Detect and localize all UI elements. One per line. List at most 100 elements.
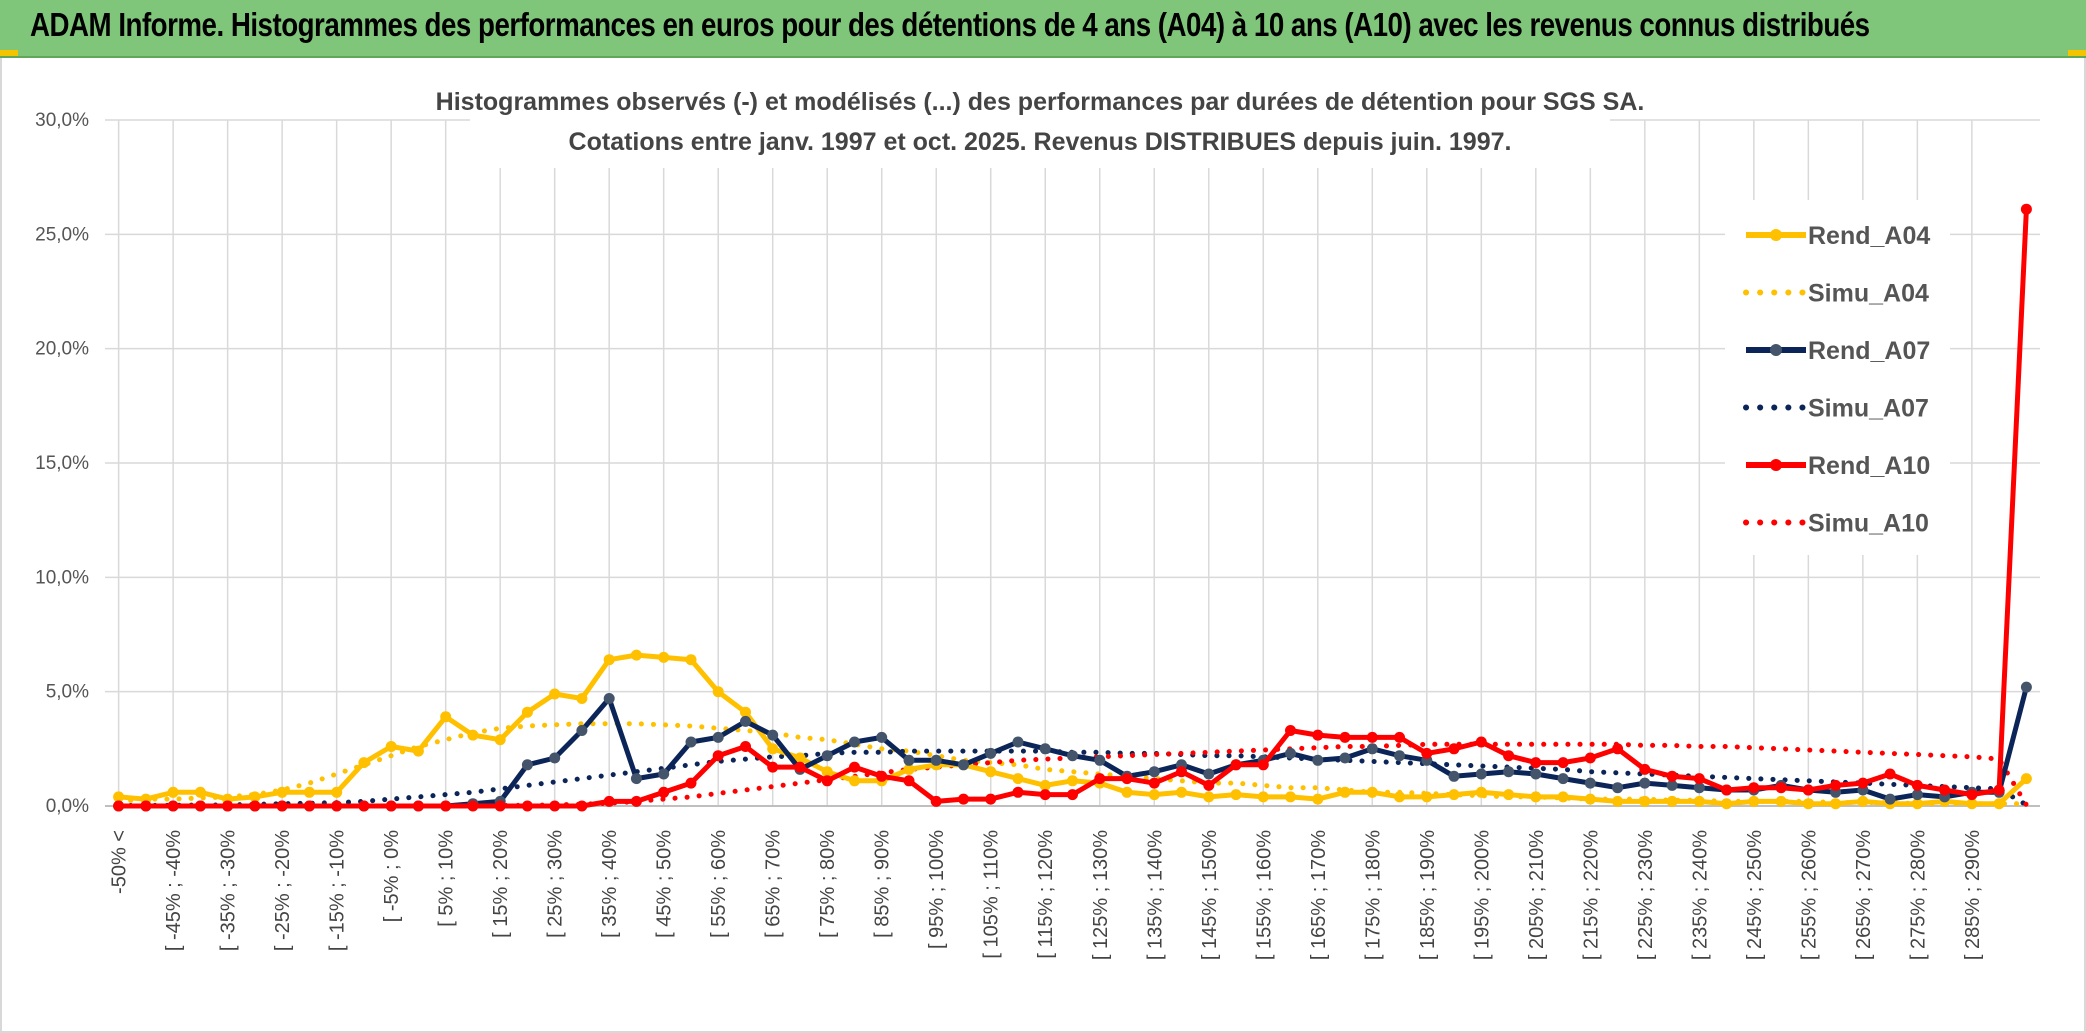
data-point-rend-a07 — [1094, 754, 1106, 766]
data-point-rend-a10 — [821, 775, 833, 787]
corner-accent-left — [0, 50, 18, 56]
legend-label-simu-a07: Simu_A07 — [1808, 395, 1929, 423]
x-tick-label: [ 35% ; 40% — [599, 830, 621, 938]
x-tick-label: [ 285% ; 290% — [1962, 830, 1984, 960]
data-point-rend-a07 — [1148, 766, 1160, 778]
data-point-rend-a07 — [1067, 750, 1078, 762]
data-point-rend-a04 — [1911, 798, 1923, 810]
data-point-rend-a10 — [1830, 779, 1842, 791]
data-point-rend-a10 — [1748, 782, 1760, 794]
grid — [105, 119, 2040, 807]
data-point-rend-a10 — [1802, 784, 1814, 796]
x-tick-label: [ 105% ; 110% — [981, 830, 1003, 959]
data-point-rend-a10 — [1067, 789, 1078, 801]
x-tick-label: -50% < — [109, 830, 131, 894]
x-tick-label: [ 25% ; 30% — [545, 830, 567, 938]
data-point-rend-a04 — [712, 686, 724, 698]
data-point-rend-a07 — [1285, 747, 1296, 759]
x-tick-label: [ 125% ; 130% — [1090, 830, 1112, 960]
y-tick-label: 25,0% — [35, 224, 89, 245]
data-point-rend-a07 — [1639, 777, 1651, 789]
data-point-rend-a10 — [1285, 725, 1296, 736]
data-point-rend-a04 — [576, 693, 588, 704]
data-point-rend-a07 — [876, 731, 888, 743]
data-point-rend-a10 — [1475, 736, 1487, 748]
data-point-rend-a07 — [985, 747, 997, 759]
data-point-rend-a07 — [930, 754, 942, 766]
data-point-rend-a07 — [1394, 750, 1405, 762]
data-point-rend-a04 — [1067, 775, 1078, 787]
data-point-rend-a04 — [903, 763, 915, 775]
data-point-rend-a10 — [1939, 784, 1951, 796]
legend: Rend_A04 Simu_A04 Rend_A07 Simu_A07 Rend_A10… — [1725, 200, 1950, 555]
data-point-rend-a10 — [1911, 779, 1923, 791]
data-point-rend-a04 — [1966, 798, 1978, 810]
series-line-simu-a04 — [116, 721, 2029, 807]
data-point-rend-a10 — [930, 795, 942, 807]
data-point-rend-a04 — [1121, 786, 1133, 798]
data-point-rend-a04 — [1475, 786, 1487, 798]
data-point-rend-a04 — [412, 745, 424, 757]
data-point-rend-a10 — [1666, 770, 1678, 782]
data-point-rend-a10 — [1584, 752, 1596, 764]
x-tick-label: [ 85% ; 90% — [872, 830, 894, 938]
data-point-rend-a10 — [385, 800, 397, 812]
data-point-rend-a07 — [576, 725, 588, 736]
data-point-rend-a07 — [1666, 779, 1678, 791]
data-point-rend-a04 — [1503, 789, 1515, 801]
data-point-rend-a10 — [1039, 789, 1051, 801]
data-point-rend-a10 — [1557, 757, 1569, 769]
legend-label-rend-a10: Rend_A10 — [1808, 452, 1930, 480]
data-point-rend-a04 — [1802, 798, 1814, 810]
x-tick-label: [ 265% ; 270% — [1853, 830, 1875, 960]
data-point-rend-a04 — [767, 743, 779, 755]
data-point-rend-a07 — [1475, 768, 1487, 780]
x-tick-label: [ 205% ; 210% — [1526, 830, 1548, 960]
data-point-rend-a10 — [113, 800, 125, 812]
legend-item-rend-a04: Rend_A04 — [1746, 222, 1930, 250]
x-tick-label: [ 165% ; 170% — [1308, 830, 1330, 960]
data-point-rend-a07 — [1557, 773, 1569, 785]
data-point-rend-a04 — [276, 786, 288, 798]
data-point-rend-a10 — [1503, 750, 1515, 762]
data-point-rend-a07 — [821, 750, 833, 762]
data-point-rend-a10 — [712, 750, 724, 762]
data-point-rend-a04 — [849, 775, 860, 787]
legend-item-simu-a04: Simu_A04 — [1743, 280, 1929, 308]
x-tick-label: [ 95% ; 100% — [926, 830, 948, 949]
x-tick-label: [ -35% ; -30% — [218, 830, 240, 951]
data-point-rend-a04 — [1176, 786, 1187, 798]
data-point-rend-a07 — [1584, 777, 1596, 789]
data-point-rend-a07 — [740, 715, 751, 727]
data-point-rend-a10 — [1993, 784, 2005, 796]
legend-item-simu-a10: Simu_A10 — [1743, 510, 1929, 538]
banner: ADAM Informe. Histogrammes des performan… — [0, 0, 2086, 58]
data-point-rend-a04 — [1230, 789, 1242, 801]
data-point-rend-a10 — [1884, 768, 1896, 780]
x-tick-label: [ -5% ; 0% — [381, 830, 403, 922]
data-point-rend-a07 — [1366, 743, 1378, 755]
data-point-rend-a10 — [1312, 729, 1324, 741]
data-point-rend-a04 — [1830, 798, 1842, 810]
x-tick-label: [ 115% ; 120% — [1035, 830, 1057, 959]
data-point-rend-a10 — [2020, 203, 2032, 215]
data-point-rend-a04 — [1584, 793, 1596, 805]
data-point-rend-a04 — [1394, 791, 1405, 803]
data-point-rend-a10 — [1530, 757, 1542, 769]
data-point-rend-a10 — [249, 800, 261, 812]
data-point-rend-a07 — [685, 736, 697, 748]
data-point-rend-a04 — [1285, 791, 1296, 803]
corner-accent-right — [2068, 50, 2086, 56]
data-point-rend-a10 — [958, 793, 969, 805]
series — [113, 203, 2032, 812]
data-point-rend-a04 — [685, 654, 697, 666]
data-point-rend-a04 — [1448, 789, 1460, 801]
legend-item-rend-a10: Rend_A10 — [1746, 452, 1930, 480]
data-point-rend-a07 — [2020, 681, 2032, 693]
data-point-rend-a04 — [1366, 786, 1378, 798]
data-point-rend-a10 — [1176, 766, 1187, 778]
data-point-rend-a04 — [467, 729, 479, 741]
legend-label-simu-a04: Simu_A04 — [1808, 280, 1929, 308]
data-point-rend-a07 — [630, 773, 642, 785]
data-point-rend-a04 — [113, 791, 125, 803]
